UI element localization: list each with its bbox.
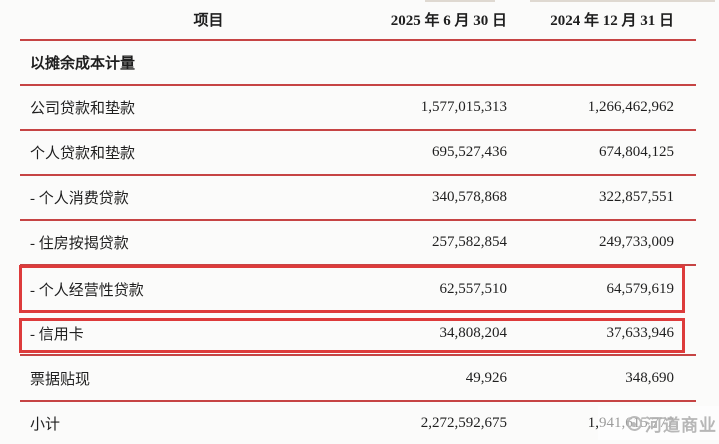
table-row-corporate-loans: 公司贷款和垫款 1,577,015,313 1,266,462,962	[20, 86, 696, 131]
row-label: 公司贷款和垫款	[30, 101, 136, 117]
value-2025: 695,527,436	[432, 144, 507, 160]
loans-table: 项目 2025 年 6 月 30 日 2024 年 12 月 31 日 以摊余成…	[20, 0, 696, 444]
cropped-edge-artifact	[530, 0, 715, 2]
value-2025: 34,808,204	[439, 324, 508, 341]
highlight-box-personal-business-loans	[19, 265, 685, 313]
value-2025: 1,577,015,313	[420, 99, 507, 115]
value-2024: 249,733,009	[599, 234, 674, 250]
table-row-discounted-bills: 票据贴现 49,926 348,690	[20, 356, 696, 402]
row-label: - 个人消费贷款	[30, 191, 129, 207]
table-row-credit-card: - 信用卡 34,808,204 37,633,946	[20, 312, 696, 356]
value-2024: 1,266,462,962	[587, 99, 674, 115]
table-row-personal-loans: 个人贷款和垫款 695,527,436 674,804,125	[20, 131, 696, 176]
cropped-edge-artifact	[425, 0, 495, 2]
section-title: 以摊余成本计量	[30, 56, 136, 72]
watermark: 河道商业	[598, 406, 719, 440]
table-header-row: 项目 2025 年 6 月 30 日 2024 年 12 月 31 日	[20, 0, 696, 41]
value-2024: 322,857,551	[599, 189, 674, 205]
value-2025: 2,272,592,675	[420, 414, 507, 431]
row-label: 小计	[30, 416, 61, 433]
highlight-box-credit-card	[19, 318, 685, 353]
watermark-text: 河道商业	[645, 415, 717, 435]
value-2024: 348,690	[625, 369, 674, 386]
row-label: - 住房按揭贷款	[30, 236, 129, 252]
table-row-personal-business-loans: - 个人经营性贷款 62,557,510 64,579,619	[20, 266, 696, 312]
column-header-2024: 2024 年 12 月 31 日	[550, 13, 674, 29]
value-2025: 62,557,510	[439, 280, 508, 297]
row-label: 个人贷款和垫款	[30, 146, 136, 162]
value-2025: 257,582,854	[432, 234, 507, 250]
row-label: - 个人经营性贷款	[30, 282, 144, 299]
table-row-personal-consumer-loans: - 个人消费贷款 340,578,868 322,857,551	[20, 176, 696, 221]
column-header-item: 项目	[193, 13, 224, 29]
value-2024: 37,633,946	[606, 324, 675, 341]
value-2025: 340,578,868	[432, 189, 507, 205]
row-label: - 信用卡	[30, 326, 84, 343]
watermark-logo-icon	[627, 415, 642, 431]
table-row-housing-mortgage-loans: - 住房按揭贷款 257,582,854 249,733,009	[20, 221, 696, 266]
value-2024: 64,579,619	[606, 280, 675, 297]
value-2024: 674,804,125	[599, 144, 674, 160]
section-header-row: 以摊余成本计量	[20, 41, 696, 86]
row-label: 票据贴现	[30, 371, 91, 388]
table-row-subtotal: 小计 2,272,592,675 1,941,615,777	[20, 402, 696, 444]
column-header-2025: 2025 年 6 月 30 日	[390, 13, 507, 29]
value-2025: 49,926	[465, 369, 507, 386]
